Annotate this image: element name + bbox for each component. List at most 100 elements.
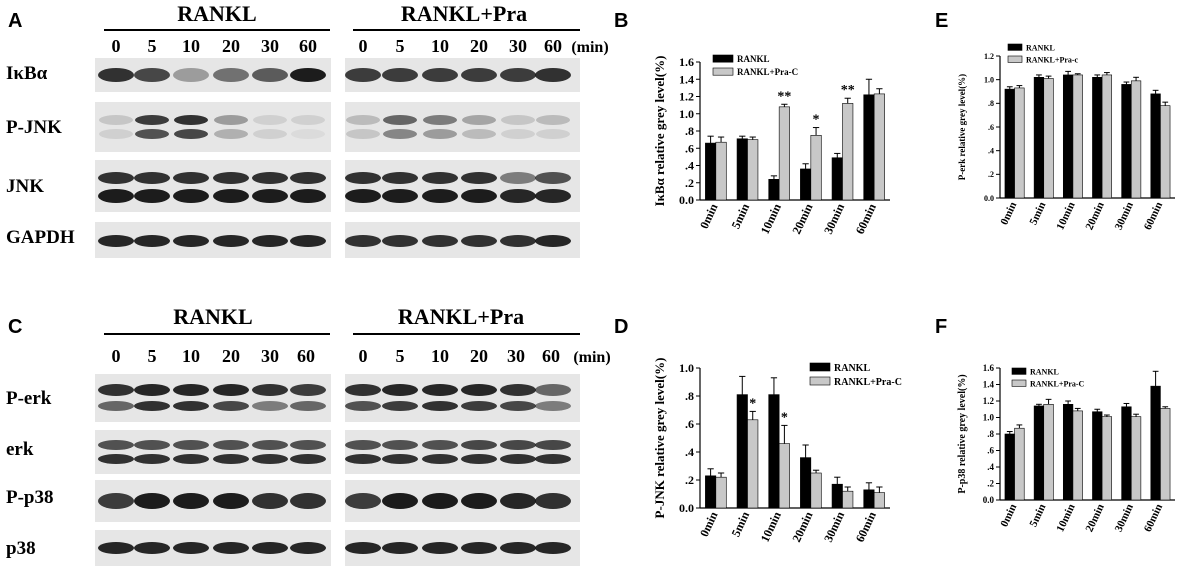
bar-rankl (863, 94, 875, 201)
blot-band (382, 68, 418, 82)
blot-row-label: JNK (6, 176, 44, 197)
blot-band (252, 401, 288, 411)
legend-label: RANKL (1030, 367, 1059, 376)
blot-band (173, 454, 209, 464)
blot-band (382, 189, 418, 203)
blot-band (290, 440, 326, 450)
blot-band (98, 401, 134, 411)
blot-band (213, 68, 249, 82)
blot-band (134, 454, 170, 464)
y-tick-label: .4 (685, 445, 694, 459)
blot-band (173, 189, 209, 203)
blot-row-label: p38 (6, 538, 36, 559)
y-axis-label: IκBα relative grey level(%) (652, 56, 667, 207)
y-axis-label: P-p38 relative grey level(%) (957, 374, 968, 493)
blot-band (135, 115, 169, 125)
blot-band (98, 172, 134, 184)
unit-label: (min) (573, 349, 610, 366)
blot-band (252, 189, 288, 203)
blot-band (461, 172, 497, 184)
blot-strip (95, 160, 331, 212)
bar-rankl (705, 475, 717, 509)
category-label: 0min (697, 509, 721, 539)
y-tick-label: 1.0 (679, 107, 694, 121)
blot-band (501, 115, 535, 125)
y-tick-label: .8 (987, 429, 994, 439)
blot-band (461, 235, 497, 247)
blot-row-label: GAPDH (6, 227, 75, 248)
blot-strip (345, 102, 580, 152)
bar-rankl (1121, 84, 1132, 199)
category-label: 10min (758, 201, 784, 236)
category-label: 60min (1142, 200, 1165, 232)
bar-rankl (1150, 93, 1161, 199)
condition-title: RANKL (173, 304, 252, 329)
blot-band (422, 189, 458, 203)
blot-band (213, 493, 249, 509)
blot-band (134, 384, 170, 396)
blot-band (134, 189, 170, 203)
y-tick-label: 1.0 (679, 361, 694, 375)
lane-label: 0 (359, 36, 368, 56)
lane-label: 5 (396, 36, 405, 56)
bar-rankl-pra (747, 139, 759, 201)
blot-band (345, 172, 381, 184)
blot-band (98, 189, 134, 203)
bar-rankl-pra (873, 93, 885, 201)
blot-band (252, 493, 288, 509)
legend-swatch (1011, 379, 1027, 387)
blot-band (174, 115, 208, 125)
bar-rankl (1092, 77, 1103, 199)
blot-band (536, 115, 570, 125)
bar-rankl-pra (778, 106, 790, 201)
bar-rankl-pra (1014, 87, 1025, 199)
blot-band (98, 68, 134, 82)
blot-band (98, 493, 134, 509)
bar-rankl (1033, 405, 1045, 501)
blot-band (535, 384, 571, 396)
blot-band (462, 115, 496, 125)
category-label: 10min (1054, 502, 1077, 534)
blot-band (422, 440, 458, 450)
y-tick-label: .6 (685, 417, 694, 431)
blot-band (535, 235, 571, 247)
blot-band (422, 493, 458, 509)
blot-band (535, 401, 571, 411)
legend-swatch (1011, 367, 1027, 375)
bar-rankl-pra (715, 141, 727, 201)
legend-swatch (1007, 55, 1023, 63)
blot-band (535, 68, 571, 82)
blot-band (345, 189, 381, 203)
lane-label: 0 (112, 36, 121, 56)
condition-title: RANKL (177, 1, 256, 26)
blot-band (134, 493, 170, 509)
bar-rankl (736, 138, 748, 201)
bar-rankl (831, 483, 843, 509)
category-label: 0min (998, 200, 1019, 227)
blot-band (382, 172, 418, 184)
y-tick-label: .2 (685, 473, 694, 487)
blot-band (173, 384, 209, 396)
y-tick-label: .6 (987, 446, 994, 456)
blot-band (213, 454, 249, 464)
y-tick-label: .2 (685, 176, 694, 190)
category-label: 5min (729, 201, 753, 231)
blot-strip (345, 160, 580, 212)
blot-band (535, 440, 571, 450)
legend-swatch (809, 362, 831, 372)
legend-label: RANKL (737, 54, 770, 64)
significance-mark: * (781, 410, 788, 425)
y-tick-label: 1.2 (984, 52, 994, 61)
lane-label: 5 (396, 346, 405, 366)
blot-band (290, 401, 326, 411)
blot-band (382, 454, 418, 464)
blot-band (173, 542, 209, 554)
blot-band (535, 493, 571, 509)
unit-label: (min) (571, 39, 608, 56)
y-tick-label: 0.0 (679, 193, 694, 207)
blot-band (134, 68, 170, 82)
blot-band (462, 129, 496, 139)
blot-band (535, 542, 571, 554)
category-label: 30min (821, 509, 847, 544)
lane-label: 10 (182, 36, 200, 56)
